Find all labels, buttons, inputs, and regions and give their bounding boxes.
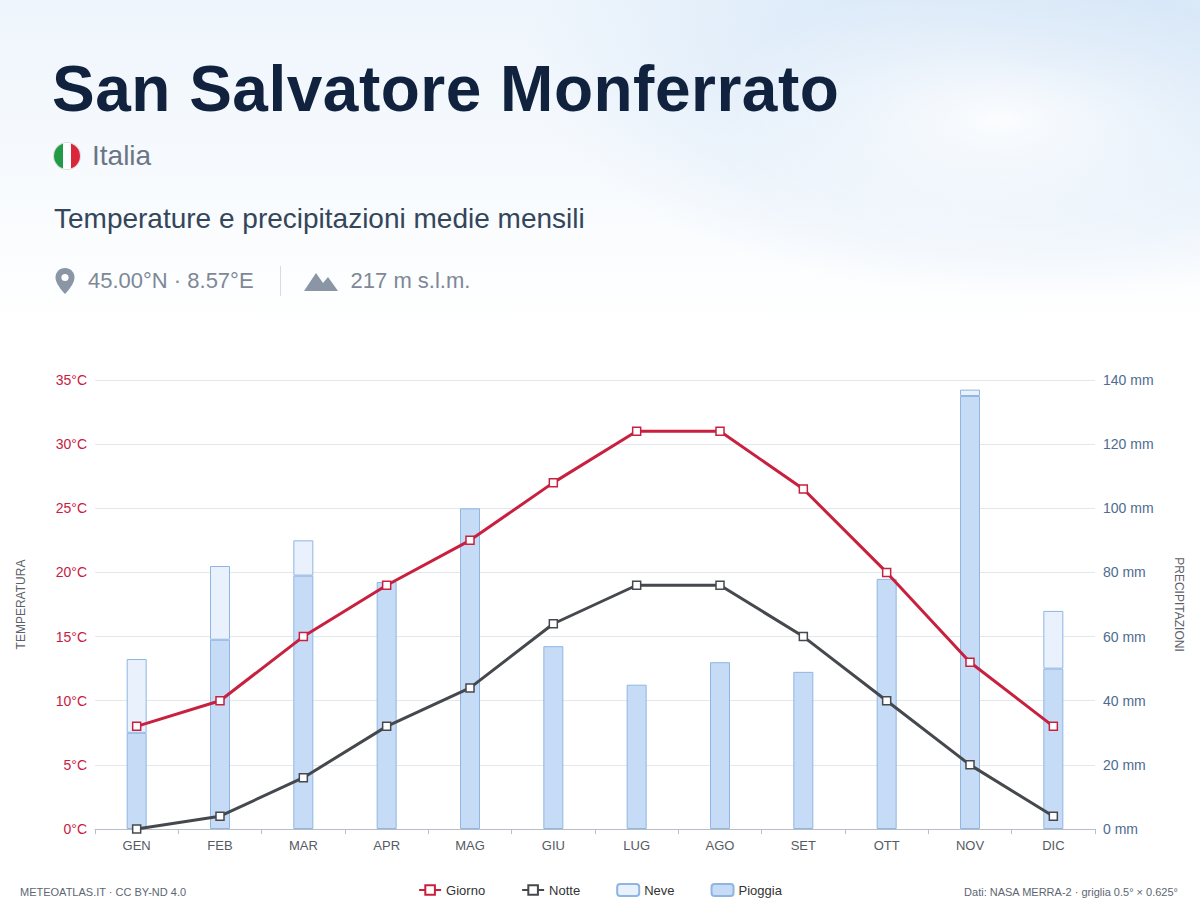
svg-text:MAR: MAR [289, 838, 318, 853]
html-text:Temperature e precipitazioni m: Temperature e precipitazioni medie mensi… [54, 203, 585, 234]
svg-text:Giorno: Giorno [446, 883, 485, 898]
svg-text:PRECIPITAZIONI: PRECIPITAZIONI [1172, 557, 1186, 651]
svg-text:10°C: 10°C [56, 693, 87, 709]
svg-text:80 mm: 80 mm [1103, 564, 1146, 580]
svg-text:SET: SET [791, 838, 816, 853]
html-text:Italia: Italia [92, 140, 152, 171]
svg-text:FEB: FEB [207, 838, 232, 853]
svg-text:APR: APR [373, 838, 400, 853]
svg-text:5°C: 5°C [64, 757, 88, 773]
svg-text:LUG: LUG [623, 838, 650, 853]
svg-text:35°C: 35°C [56, 372, 87, 388]
html-text:45.00°N · 8.57°E: 45.00°N · 8.57°E [88, 268, 254, 293]
svg-text:OTT: OTT [874, 838, 900, 853]
svg-text:Neve: Neve [644, 883, 674, 898]
svg-text:GIU: GIU [542, 838, 565, 853]
svg-text:25°C: 25°C [56, 500, 87, 516]
svg-text:120 mm: 120 mm [1103, 436, 1154, 452]
svg-text:NOV: NOV [956, 838, 985, 853]
svg-text:Notte: Notte [549, 883, 580, 898]
html-text:217 m s.l.m.: 217 m s.l.m. [350, 268, 471, 293]
svg-text:DIC: DIC [1042, 838, 1064, 853]
svg-text:GEN: GEN [123, 838, 151, 853]
svg-text:30°C: 30°C [56, 436, 87, 452]
svg-text:20°C: 20°C [56, 564, 87, 580]
svg-text:40 mm: 40 mm [1103, 693, 1146, 709]
svg-text:100 mm: 100 mm [1103, 500, 1154, 516]
svg-text:0°C: 0°C [64, 821, 88, 837]
svg-text:20 mm: 20 mm [1103, 757, 1146, 773]
svg-text:140 mm: 140 mm [1103, 372, 1154, 388]
svg-text:0 mm: 0 mm [1103, 821, 1138, 837]
svg-text:MAG: MAG [455, 838, 485, 853]
html-text:METEOATLAS.IT · CC BY-ND 4.0: METEOATLAS.IT · CC BY-ND 4.0 [20, 886, 187, 898]
svg-text:Pioggia: Pioggia [739, 883, 783, 898]
svg-text:60 mm: 60 mm [1103, 629, 1146, 645]
svg-text:15°C: 15°C [56, 629, 87, 645]
svg-text:TEMPERATURA: TEMPERATURA [14, 560, 28, 650]
svg-text:AGO: AGO [706, 838, 735, 853]
html-text:San Salvatore Monferrato: San Salvatore Monferrato [52, 53, 840, 125]
html-text:Dati: NASA MERRA-2 · griglia 0: Dati: NASA MERRA-2 · griglia 0.5° × 0.62… [964, 886, 1178, 898]
